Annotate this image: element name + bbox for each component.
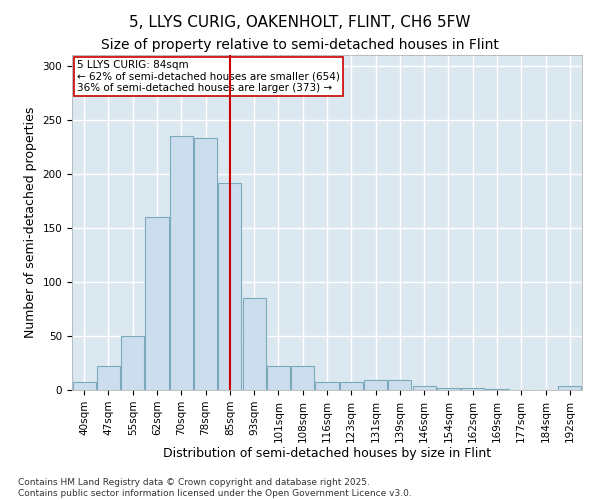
Bar (97, 366, 120, 390)
Bar (194, 138, 217, 390)
Text: Size of property relative to semi-detached houses in Flint: Size of property relative to semi-detach… (101, 38, 499, 52)
Text: 5, LLYS CURIG, OAKENHOLT, FLINT, CH6 5FW: 5, LLYS CURIG, OAKENHOLT, FLINT, CH6 5FW (129, 15, 471, 30)
Bar (218, 182, 241, 390)
Bar (267, 366, 290, 390)
Bar (413, 386, 436, 390)
Bar (388, 380, 412, 390)
Text: 5 LLYS CURIG: 84sqm
← 62% of semi-detached houses are smaller (654)
36% of semi-: 5 LLYS CURIG: 84sqm ← 62% of semi-detach… (77, 60, 340, 93)
Bar (121, 336, 144, 390)
Bar (364, 380, 387, 390)
Bar (291, 366, 314, 390)
Bar (170, 136, 193, 390)
Bar (340, 382, 363, 390)
Text: Contains HM Land Registry data © Crown copyright and database right 2025.
Contai: Contains HM Land Registry data © Crown c… (18, 478, 412, 498)
Bar (145, 217, 169, 390)
X-axis label: Distribution of semi-detached houses by size in Flint: Distribution of semi-detached houses by … (163, 448, 491, 460)
Bar (316, 382, 338, 390)
Bar (559, 386, 581, 390)
Bar (437, 388, 460, 390)
Bar (485, 389, 509, 390)
Bar (73, 382, 95, 390)
Bar (461, 388, 484, 390)
Y-axis label: Number of semi-detached properties: Number of semi-detached properties (24, 107, 37, 338)
Bar (242, 298, 266, 390)
